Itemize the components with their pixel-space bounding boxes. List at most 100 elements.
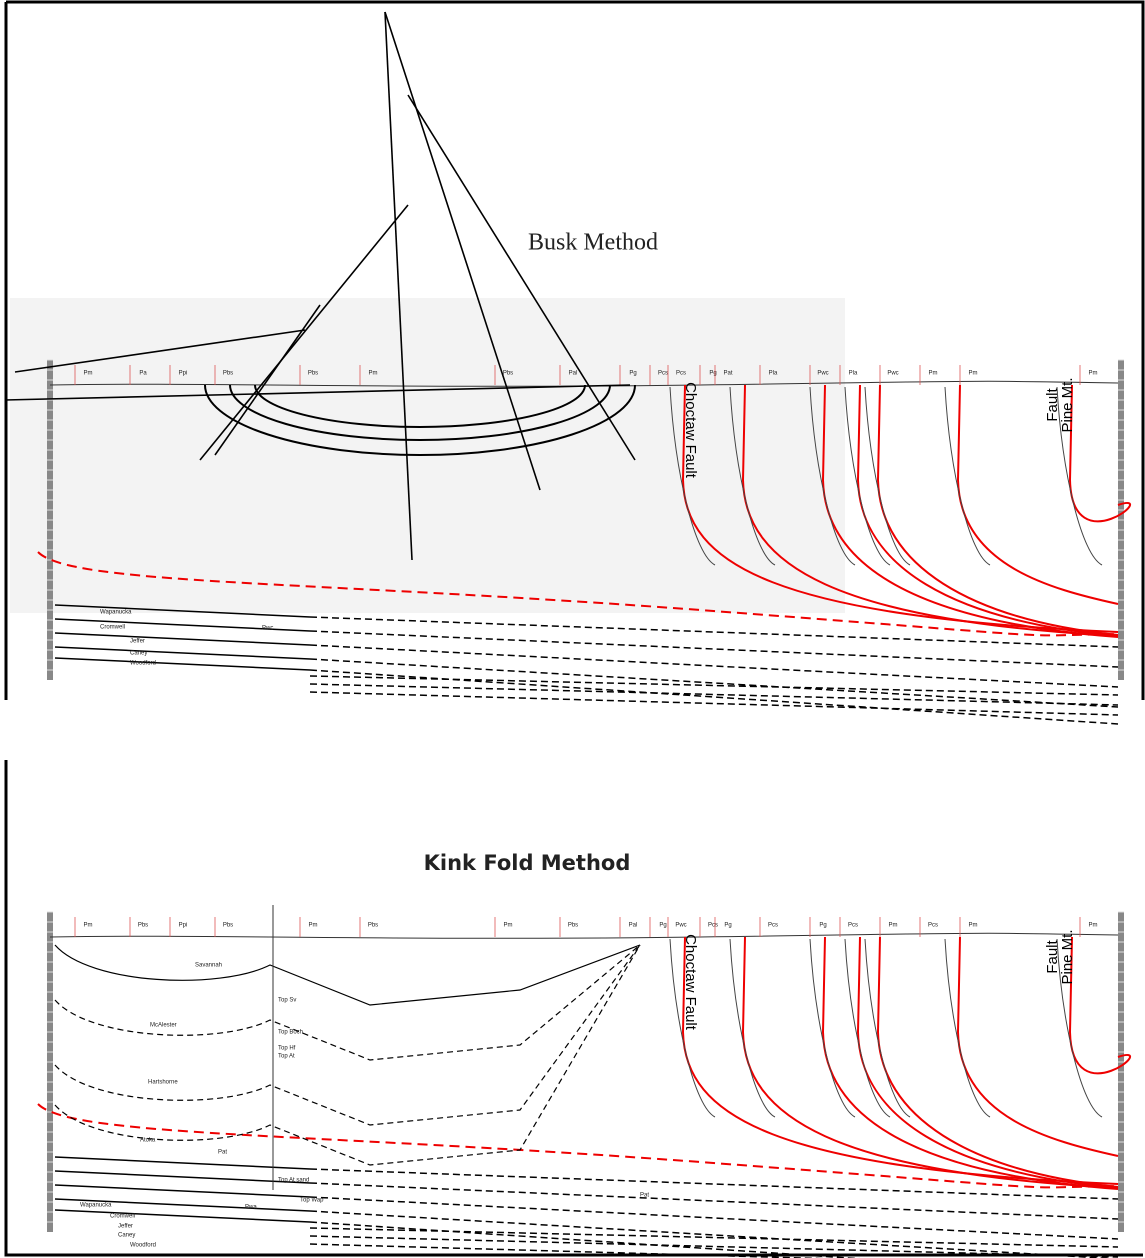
ground-surface	[49, 932, 1119, 939]
formation-label: Pm	[969, 923, 978, 929]
fault-splay	[729, 938, 776, 1118]
fault-splay	[669, 938, 716, 1118]
formation-label: Pm	[504, 923, 513, 929]
stratum	[54, 1209, 311, 1223]
stratum	[54, 1198, 311, 1212]
kink-layer	[54, 944, 641, 1006]
unit-label: Caney	[118, 1233, 135, 1239]
stratum	[309, 1210, 1114, 1258]
formation-label: Pm	[84, 371, 93, 377]
unit-label: Jeffer	[118, 1224, 133, 1230]
formation-label: Pcs	[676, 371, 686, 377]
stratum	[309, 1182, 1119, 1220]
fault-splay	[809, 386, 856, 566]
formation-label: Pbs	[223, 371, 233, 377]
formation-label: Pcs	[658, 371, 668, 377]
unit-label: Pat	[640, 1193, 649, 1199]
fault-splay	[844, 386, 891, 566]
fold-arc	[254, 384, 586, 428]
fault-label: Pine Mt.	[1059, 929, 1076, 984]
stratum	[54, 632, 311, 646]
stratum	[309, 1243, 829, 1258]
unit-label: Wapanucka	[80, 1203, 112, 1209]
stratum	[54, 1156, 311, 1170]
well-top-label: Top Sv	[278, 998, 296, 1004]
formation-label: Pbs	[568, 923, 578, 929]
well-top-label: Top Hf	[278, 1046, 296, 1052]
fault-splay	[864, 386, 911, 566]
fault-splay	[809, 938, 856, 1118]
formation-label: Pal	[629, 923, 638, 929]
stratum	[54, 657, 311, 671]
formation-label: Pbs	[308, 371, 318, 377]
stratum	[54, 646, 311, 660]
stratum	[54, 1170, 311, 1184]
formation-label: Pbs	[138, 923, 148, 929]
well-top-label: Top Wap	[300, 1198, 324, 1204]
formation-label: Pg	[629, 371, 636, 377]
formation-label: Pcs	[928, 923, 938, 929]
formation-label: Pm	[1089, 371, 1098, 377]
stratum	[309, 1227, 1119, 1248]
formation-label: Pwc	[887, 371, 898, 377]
title: Kink Fold Method	[424, 851, 631, 875]
formation-label: Pg	[709, 371, 716, 377]
formation-label: Pm	[84, 923, 93, 929]
unit-label: Cromwell	[100, 625, 125, 631]
stratum	[309, 630, 1119, 668]
fault-label: Choctaw Fault	[682, 382, 699, 479]
title: Busk Method	[528, 230, 658, 256]
unit-label: Hartshorne	[148, 1080, 178, 1086]
stratum	[54, 1184, 311, 1198]
formation-label: Pwc	[675, 923, 686, 929]
formation-label: Pla	[849, 371, 858, 377]
stratum	[54, 604, 311, 618]
formation-label: Pwc	[817, 371, 828, 377]
stratum	[309, 644, 1119, 688]
construction-line	[4, 384, 631, 401]
stratum	[309, 1196, 1119, 1240]
formation-label: Pg	[659, 923, 666, 929]
stratum	[309, 691, 1119, 716]
construction-line	[214, 304, 321, 456]
fault-splay	[944, 938, 991, 1118]
formation-label: Pla	[769, 371, 778, 377]
stratum	[309, 683, 1119, 706]
kink-layer	[54, 944, 641, 1126]
kink-layer	[54, 944, 641, 1166]
ground-surface	[49, 380, 1119, 387]
well-top-label: Top At sand	[278, 1178, 309, 1184]
fault-splay	[944, 386, 991, 566]
construction-line	[384, 11, 413, 561]
fault-splay	[844, 938, 891, 1118]
stratum	[54, 618, 311, 632]
unit-label: Pwc	[262, 626, 273, 632]
fault-splay	[864, 938, 911, 1118]
formation-label: Pcs	[848, 923, 858, 929]
basal-detachment	[37, 1103, 1119, 1189]
fault-splay	[1056, 938, 1103, 1118]
formation-label: Pg	[724, 923, 731, 929]
unit-label: Caney	[130, 651, 147, 657]
kink-layer	[54, 944, 641, 1061]
unit-label: Pwa	[245, 1205, 257, 1211]
formation-label: Pbs	[503, 371, 513, 377]
formation-label: Ppi	[179, 923, 188, 929]
construction-line	[199, 204, 409, 461]
basal-detachment	[37, 551, 1119, 637]
formation-label: Pm	[969, 371, 978, 377]
stratum	[309, 675, 1119, 696]
formation-label: Pbs	[223, 923, 233, 929]
construction-line	[14, 329, 306, 373]
formation-label: Pm	[369, 371, 378, 377]
unit-label: Savannah	[195, 963, 222, 969]
unit-label: Pat	[218, 1150, 227, 1156]
formation-label: Pm	[309, 923, 318, 929]
unit-label: Woodford	[130, 661, 156, 667]
stratum	[309, 658, 1119, 708]
stratum	[309, 1168, 1119, 1200]
fold-arc	[204, 384, 636, 456]
formation-label: Pcs	[768, 923, 778, 929]
formation-label: Pm	[1089, 923, 1098, 929]
